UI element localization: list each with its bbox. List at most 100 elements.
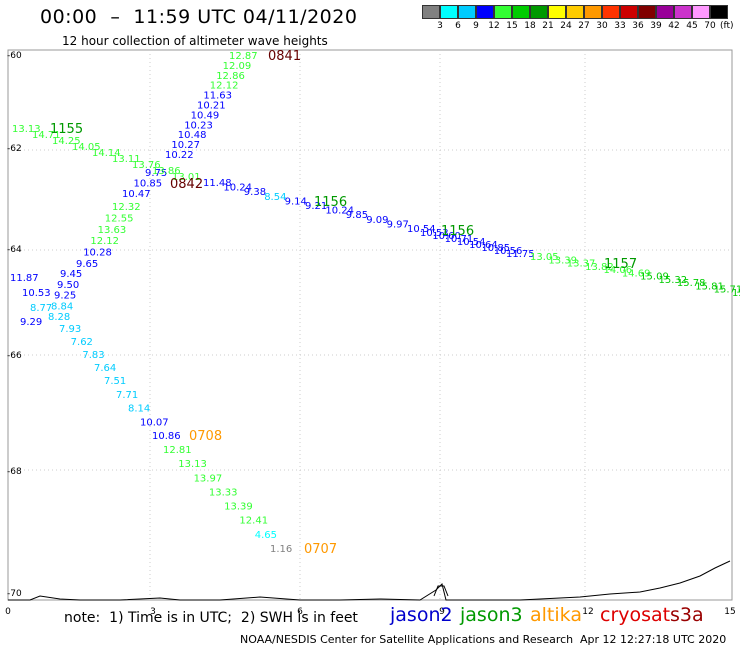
wave-height-value: 8.28 bbox=[48, 312, 70, 323]
wave-height-value: 15.71 bbox=[714, 285, 740, 296]
wave-height-value: 11.87 bbox=[10, 273, 39, 284]
wave-height-value: 9.14 bbox=[285, 196, 307, 207]
colorbar-swatch bbox=[512, 5, 530, 19]
wave-height-value: 13.13 bbox=[178, 459, 207, 470]
wave-height-value: 7.51 bbox=[104, 376, 126, 387]
colorbar-swatch bbox=[476, 5, 494, 19]
wave-height-value: 13.39 bbox=[548, 255, 577, 266]
colorbar-swatch bbox=[458, 5, 476, 19]
satellite-s3a: s3a bbox=[670, 604, 704, 626]
wave-height-value: 9.50 bbox=[57, 280, 79, 291]
wave-height-value: 12.55 bbox=[105, 213, 134, 224]
wave-height-value: 10.86 bbox=[152, 431, 181, 442]
x-tick-label: 12 bbox=[582, 607, 593, 617]
y-tick-label: -60 bbox=[7, 51, 22, 61]
x-tick-label: 0 bbox=[5, 607, 11, 617]
x-tick-label: 9 bbox=[439, 607, 445, 617]
colorbar-label: 30 bbox=[596, 21, 608, 31]
wave-height-value: 12.87 bbox=[229, 51, 258, 62]
colorbar-swatch bbox=[692, 5, 710, 19]
y-tick-label: -64 bbox=[7, 245, 22, 255]
wave-height-value: 14.14 bbox=[92, 148, 121, 159]
colorbar-label: 21 bbox=[542, 21, 554, 31]
wave-height-value: 10.49 bbox=[191, 110, 220, 121]
wave-height-value: 13.13 bbox=[12, 124, 41, 135]
colorbar-swatch bbox=[530, 5, 548, 19]
wave-height-value: 10.53 bbox=[22, 288, 51, 299]
satellite-jason3: jason3 bbox=[460, 604, 523, 626]
wave-height-value: 10.27 bbox=[171, 140, 200, 151]
wave-height-value: 13.86 bbox=[152, 166, 181, 177]
pass-time-label: 0842 bbox=[170, 177, 203, 192]
wave-height-value: 10.47 bbox=[122, 189, 151, 200]
wave-height-value: 9.45 bbox=[60, 269, 82, 280]
wave-height-value: 10.24 bbox=[223, 183, 252, 194]
x-tick-label: 6 bbox=[297, 607, 303, 617]
colorbar-label: 70 bbox=[704, 21, 716, 31]
page-subtitle: 12 hour collection of altimeter wave hei… bbox=[62, 34, 328, 48]
wave-height-value: 10.21 bbox=[197, 101, 226, 112]
satellite-cryosat: cryosat bbox=[600, 604, 671, 626]
colorbar-swatch bbox=[440, 5, 458, 19]
wave-height-tracks: 12.8712.0912.8612.1211.6310.2110.4910.23… bbox=[10, 49, 740, 557]
wave-height-value: 14.69 bbox=[622, 268, 651, 279]
wave-height-value: 12.09 bbox=[223, 61, 252, 72]
wave-height-value: 10.64 bbox=[469, 240, 498, 251]
wave-height-value: 13.11 bbox=[112, 154, 141, 165]
wave-height-value: 10.22 bbox=[165, 150, 194, 161]
colorbar-label: 33 bbox=[614, 21, 626, 31]
wave-height-value: 9.97 bbox=[387, 219, 409, 230]
axis-ticks: 0 3 6 9 12 15 -60 -62 -64 -66 -68 -70 bbox=[5, 51, 736, 617]
colorbar-label: 15 bbox=[506, 21, 518, 31]
wave-height-value: 10.71 bbox=[445, 234, 474, 245]
y-tick-label: -66 bbox=[7, 351, 22, 361]
wave-height-value: 10.54 bbox=[457, 237, 486, 248]
graticule bbox=[8, 50, 732, 600]
footer-timestamp: Apr 12 12:27:18 UTC 2020 bbox=[580, 633, 727, 646]
wave-height-value: 8.54 bbox=[264, 192, 286, 203]
wave-height-value: 8.77 bbox=[30, 303, 52, 314]
wave-height-value: 15.81 bbox=[695, 281, 724, 292]
y-tick-label: -62 bbox=[7, 144, 22, 154]
pass-time-label: 1156 bbox=[441, 224, 474, 239]
satellite-jason2: jason2 bbox=[390, 604, 453, 626]
colorbar-label: 3 bbox=[437, 21, 443, 31]
wave-height-value: 9.29 bbox=[20, 317, 42, 328]
wave-height-value: 12.32 bbox=[112, 202, 141, 213]
wave-height-value: 12.81 bbox=[163, 445, 192, 456]
wave-height-value: 7.64 bbox=[94, 363, 116, 374]
wave-height-value: 9.85 bbox=[346, 210, 368, 221]
note-text: note: 1) Time is in UTC; 2) SWH is in fe… bbox=[64, 610, 358, 626]
pass-time-label: 1155 bbox=[50, 122, 83, 137]
wave-height-value: 10.85 bbox=[134, 179, 163, 190]
coastline bbox=[8, 560, 731, 601]
wave-height-value: 9.65 bbox=[76, 259, 98, 270]
wave-height-value: 10.48 bbox=[178, 130, 207, 141]
pass-time-label: 1156 bbox=[314, 195, 347, 210]
wave-height-value: 7.71 bbox=[116, 390, 138, 401]
wave-height-value: 9.75 bbox=[145, 168, 167, 179]
wave-height-value: 12.12 bbox=[90, 236, 119, 247]
footer-source: NOAA/NESDIS Center for Satellite Applica… bbox=[240, 633, 574, 646]
wave-height-value: 9.38 bbox=[244, 187, 266, 198]
colorbar-swatch bbox=[602, 5, 620, 19]
page-title: 00:00 – 11:59 UTC 04/11/2020 bbox=[40, 6, 358, 28]
wave-height-value: 15.78 bbox=[677, 278, 706, 289]
colorbar-swatch bbox=[620, 5, 638, 19]
coastline-island bbox=[433, 585, 449, 597]
wave-height-value: 11.63 bbox=[203, 91, 232, 102]
wave-height-value: 13.97 bbox=[194, 473, 223, 484]
wave-height-value: 10.54 bbox=[407, 224, 436, 235]
colorbar-label: 39 bbox=[650, 21, 662, 31]
colorbar-unit: (ft) bbox=[720, 21, 734, 31]
colorbar-label: 6 bbox=[455, 21, 461, 31]
colorbar-swatch bbox=[494, 5, 512, 19]
wave-height-value: 12.12 bbox=[210, 81, 239, 92]
wave-height-value: 9.21 bbox=[305, 201, 327, 212]
x-tick-label: 15 bbox=[724, 607, 735, 617]
wave-height-value: 13.63 bbox=[98, 225, 127, 236]
wave-height-value: 1.16 bbox=[270, 544, 292, 555]
wave-height-value: 8.14 bbox=[128, 404, 150, 415]
wave-height-value: 12.86 bbox=[216, 71, 245, 82]
